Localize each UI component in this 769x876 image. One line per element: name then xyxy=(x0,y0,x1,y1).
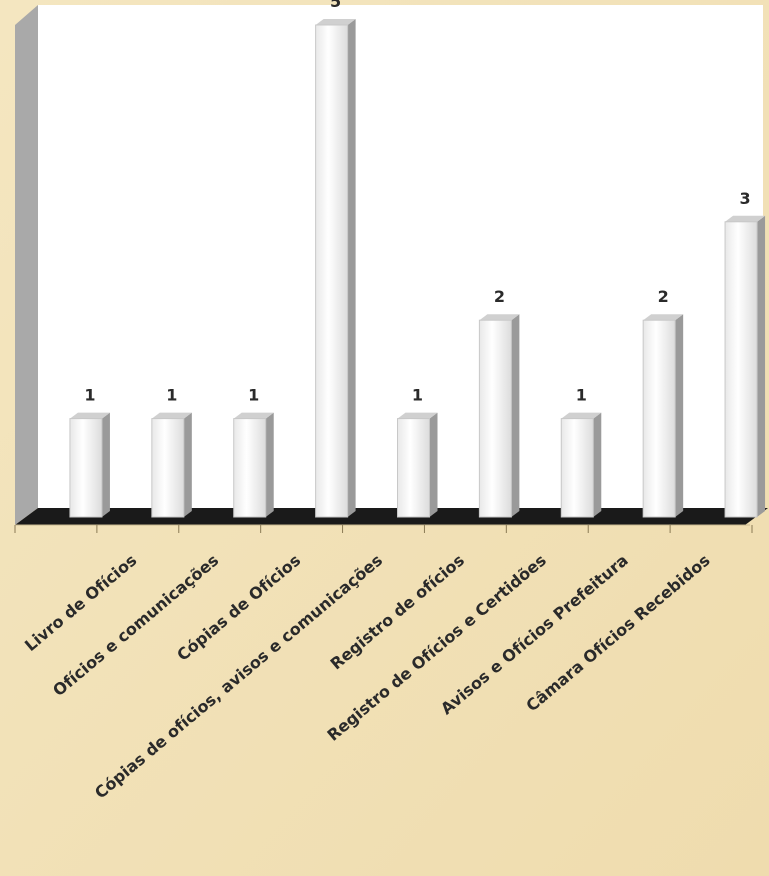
bar-side xyxy=(183,412,192,517)
bar-side xyxy=(429,412,438,517)
bar xyxy=(233,418,267,518)
bar-side xyxy=(593,412,602,517)
value-label: 1 xyxy=(248,386,259,405)
bar-top xyxy=(561,412,602,419)
value-label: 2 xyxy=(658,287,669,306)
bar-top xyxy=(725,215,766,222)
value-label: 1 xyxy=(412,386,423,405)
bar-side xyxy=(265,412,274,517)
bar-side xyxy=(101,412,110,517)
side-wall xyxy=(15,5,38,525)
bar-side xyxy=(511,314,520,517)
bar-top xyxy=(397,412,438,419)
bar-top xyxy=(151,412,192,419)
bar xyxy=(151,418,185,518)
value-label: 5 xyxy=(330,0,341,11)
bar xyxy=(560,418,594,518)
bar-side xyxy=(757,215,766,518)
bar xyxy=(397,418,430,518)
value-label: 1 xyxy=(576,386,587,405)
bar-top xyxy=(315,19,356,25)
bar-top xyxy=(643,314,684,321)
bar-side xyxy=(347,19,356,517)
value-label: 2 xyxy=(494,287,505,306)
bar xyxy=(478,319,512,518)
value-label: 1 xyxy=(166,386,177,405)
bar-top xyxy=(479,314,520,321)
bar-side xyxy=(675,314,684,517)
bar-top xyxy=(233,412,274,419)
bar-top xyxy=(69,412,110,419)
bar xyxy=(69,418,103,518)
bar xyxy=(315,24,349,518)
value-label: 1 xyxy=(84,386,95,405)
value-label: 3 xyxy=(739,189,750,208)
bar xyxy=(642,319,676,518)
bar xyxy=(724,221,758,518)
